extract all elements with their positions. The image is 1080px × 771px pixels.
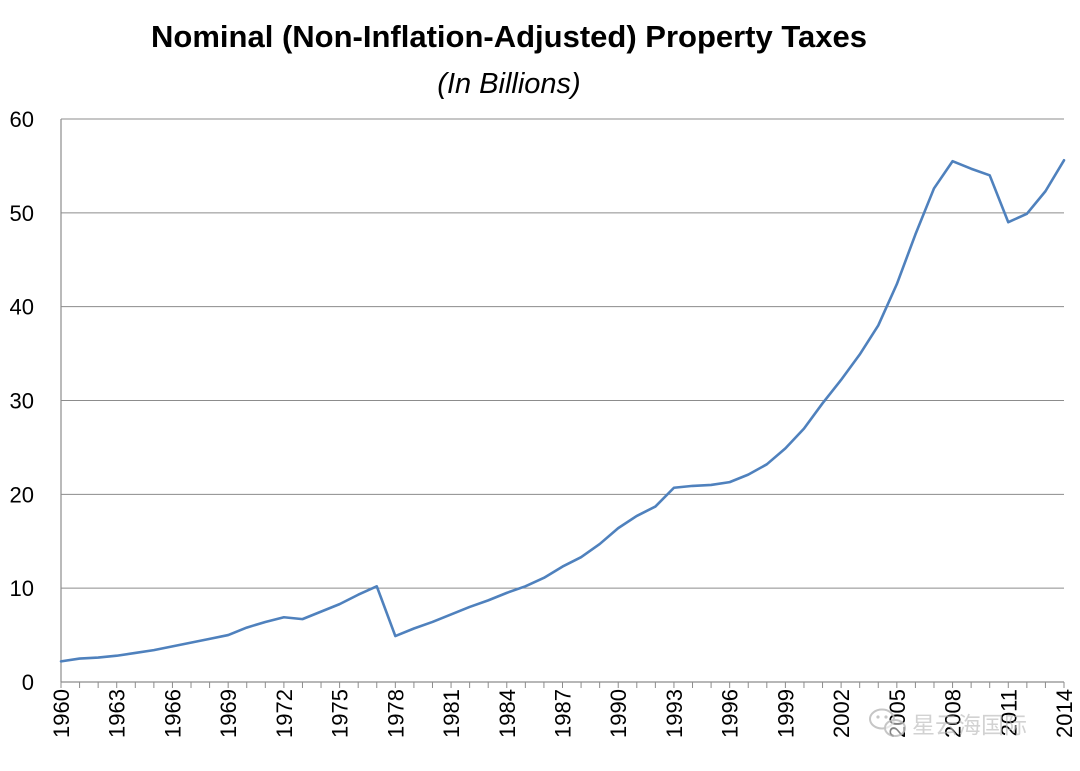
data-point — [208, 638, 210, 640]
data-point — [654, 505, 656, 507]
x-tick-label: 1969 — [216, 689, 241, 738]
data-point — [338, 603, 340, 605]
data-point — [450, 613, 452, 615]
x-tick-label: 2011 — [996, 689, 1021, 736]
x-tick-label: 1963 — [105, 689, 130, 738]
data-point — [951, 160, 953, 162]
data-point — [728, 481, 730, 483]
chart-subtitle: (In Billions) — [437, 68, 580, 100]
y-tick-label: 50 — [10, 201, 34, 226]
data-point — [394, 635, 396, 637]
data-point — [561, 565, 563, 567]
series-line — [59, 158, 1066, 663]
x-tick-label: 1966 — [160, 689, 185, 738]
data-point — [933, 187, 935, 189]
x-tick-labels: 1960 1963 1966 1969 1972 1975 1978 1981 1984 1987… — [49, 689, 1077, 738]
data-point — [970, 168, 972, 170]
x-tick-label: 1972 — [272, 689, 297, 738]
series-layer — [59, 158, 1066, 663]
x-tick-label: 2002 — [829, 689, 854, 738]
y-tick-label: 60 — [10, 107, 34, 132]
data-point — [227, 634, 229, 636]
data-point — [78, 657, 80, 659]
data-point — [190, 641, 192, 643]
x-tick-label: 1978 — [383, 689, 408, 738]
x-tick-label: 1960 — [49, 689, 74, 738]
x-tick-label: 1981 — [439, 689, 464, 738]
data-point — [673, 487, 675, 489]
x-tick-label: 1987 — [551, 689, 576, 738]
y-tick-label: 30 — [10, 389, 34, 414]
data-point — [691, 485, 693, 487]
chart-title: Nominal (Non-Inflation-Adjusted) Propert… — [151, 19, 867, 54]
y-tick-label: 10 — [10, 576, 34, 601]
data-point — [524, 585, 526, 587]
data-point — [264, 621, 266, 623]
data-point — [116, 655, 118, 657]
data-point — [153, 649, 155, 651]
x-tick-label: 1975 — [328, 689, 353, 738]
data-point — [840, 379, 842, 381]
data-point — [60, 660, 62, 662]
data-point — [283, 616, 285, 618]
data-point — [580, 556, 582, 558]
gridlines — [61, 118, 1064, 589]
data-point — [766, 463, 768, 465]
data-point — [858, 353, 860, 355]
data-point — [636, 515, 638, 517]
x-tick-label: 1990 — [606, 689, 631, 738]
x-tick-label: 1996 — [718, 689, 743, 738]
data-point — [1044, 190, 1046, 192]
y-tick-labels: 0 10 20 30 40 50 60 — [10, 107, 34, 695]
wechat-icon — [869, 708, 906, 737]
data-point — [506, 592, 508, 594]
data-point — [543, 577, 545, 579]
watermark-text: 星云海国际 — [912, 713, 1027, 739]
data-point — [431, 621, 433, 623]
data-point — [877, 324, 879, 326]
data-point — [803, 427, 805, 429]
x-tick-label: 1993 — [662, 689, 687, 738]
data-point — [487, 599, 489, 601]
y-tick-label: 0 — [22, 670, 34, 695]
data-point — [821, 402, 823, 404]
x-tick-label: 1984 — [495, 689, 520, 738]
data-point — [97, 656, 99, 658]
data-point — [1063, 159, 1065, 161]
data-point — [747, 473, 749, 475]
y-tick-label: 20 — [10, 482, 34, 507]
data-point — [357, 594, 359, 596]
y-tick-label: 40 — [10, 295, 34, 320]
data-point — [1007, 221, 1009, 223]
data-point — [598, 543, 600, 545]
data-point — [914, 233, 916, 235]
x-tick-label: 1999 — [773, 689, 798, 738]
data-point — [376, 585, 378, 587]
data-point — [301, 618, 303, 620]
data-point — [413, 627, 415, 629]
watermark: 星云海国际 — [869, 708, 1027, 739]
data-point — [320, 610, 322, 612]
x-tick-label: 2008 — [941, 689, 966, 738]
axes — [60, 119, 1065, 688]
data-point — [896, 283, 898, 285]
data-point — [617, 527, 619, 529]
data-point — [171, 645, 173, 647]
x-tick-label: 2014 — [1052, 689, 1077, 738]
data-point — [246, 626, 248, 628]
data-point — [989, 174, 991, 176]
data-point — [710, 484, 712, 486]
data-point — [1026, 213, 1028, 215]
data-point — [784, 447, 786, 449]
data-point — [468, 606, 470, 608]
data-point — [134, 652, 136, 654]
